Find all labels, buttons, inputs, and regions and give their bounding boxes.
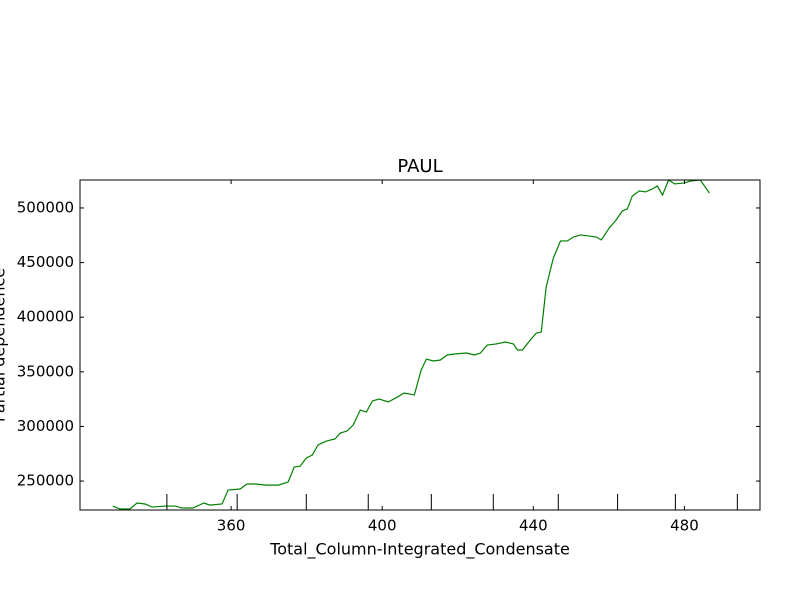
y-tick-label: 450000 <box>17 253 74 271</box>
x-tick-label: 400 <box>368 517 397 535</box>
series-line <box>112 180 710 510</box>
y-tick-label: 500000 <box>17 198 74 216</box>
y-tick-label: 350000 <box>17 362 74 380</box>
y-tick-label: 250000 <box>17 472 74 490</box>
x-axis-label: Total_Column-Integrated_Condensate <box>269 540 570 560</box>
x-tick-label: 440 <box>519 517 548 535</box>
x-tick-label: 360 <box>217 517 246 535</box>
y-tick-label: 300000 <box>17 417 74 435</box>
axes-frame <box>79 179 761 511</box>
plot-area <box>112 180 710 510</box>
y-tick-label: 400000 <box>17 308 74 326</box>
x-tick-label: 480 <box>670 517 699 535</box>
chart-title: PAUL <box>397 156 442 177</box>
y-axis-label: Partial dependence <box>0 268 9 422</box>
